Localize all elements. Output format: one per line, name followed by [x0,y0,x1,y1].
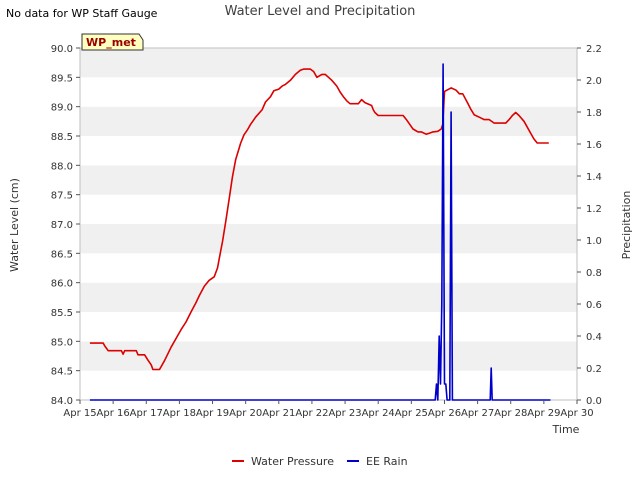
y-left-tick-label: 87.5 [51,191,73,202]
x-tick-label: Apr 23 [328,408,361,419]
y-right-tick-label: 0.4 [586,332,602,343]
legend-label: Water Pressure [251,455,334,468]
x-tick-label: Apr 20 [229,408,262,419]
x-tick-label: Apr 18 [163,408,196,419]
legend-label: EE Rain [366,455,408,468]
y-left-tick-label: 86.5 [51,249,73,260]
y-right-tick-label: 1.2 [586,204,602,215]
y-right-tick-label: 2.2 [586,44,602,55]
grid-band [80,370,577,400]
y-right-tick-label: 1.4 [586,172,602,183]
y-left-tick-label: 86.0 [51,279,73,290]
x-tick-label: Apr 28 [494,408,527,419]
station-badge: WP_met [81,33,144,51]
x-tick-label: Apr 16 [97,408,130,419]
x-tick-label: Apr 26 [428,408,461,419]
grid-band [80,253,577,283]
y-left-tick-label: 84.0 [51,396,73,407]
chart-title: Water Level and Precipitation [225,4,416,19]
grid-band [80,77,577,107]
grid-band [80,341,577,371]
x-tick-label: Apr 22 [295,408,328,419]
y-right-tick-label: 1.6 [586,140,602,151]
grid-band [80,165,577,195]
y-right-tick-label: 0.8 [586,268,602,279]
y-axis-right-label: Precipitation [620,191,633,260]
x-axis-label: Time [552,423,580,436]
grid-band [80,106,577,136]
y-right-tick-label: 0.0 [586,396,602,407]
y-left-tick-label: 89.0 [51,103,73,114]
y-right-tick-label: 0.6 [586,300,602,311]
x-tick-label: Apr 25 [395,408,428,419]
grid-bands [80,48,577,400]
y-left-tick-label: 85.5 [51,308,73,319]
x-tick-label: Apr 19 [196,408,229,419]
grid-band [80,48,577,78]
x-tick-label: Apr 15 [63,408,96,419]
badge-text: WP_met [86,36,136,49]
y-right-tick-label: 1.0 [586,236,602,247]
y-right-tick-label: 0.2 [586,364,602,375]
x-tick-label: Apr 24 [362,408,395,419]
grid-band [80,194,577,224]
y-left-tick-label: 88.5 [51,132,73,143]
x-tick-label: Apr 21 [262,408,295,419]
grid-band [80,136,577,166]
no-data-note: No data for WP Staff Gauge [6,7,158,20]
y-left-tick-label: 84.5 [51,367,73,378]
y-left-tick-label: 89.5 [51,73,73,84]
x-tick-label: Apr 29 [527,408,560,419]
y-left-tick-label: 87.0 [51,220,73,231]
y-axis-left-label: Water Level (cm) [8,178,21,272]
grid-band [80,312,577,342]
series-line-ee-rain [89,63,551,401]
x-tick-label: Apr 27 [461,408,494,419]
legend: Water Pressure EE Rain [232,455,408,468]
x-tick-label: Apr 30 [560,408,593,419]
y-left-tick-label: 85.0 [51,337,73,348]
grid-band [80,224,577,254]
series-lines [89,63,551,401]
y-right-tick-label: 1.8 [586,108,602,119]
y-left-tick-label: 88.0 [51,161,73,172]
y-left-tick-label: 90.0 [51,44,73,55]
badge-box [81,33,144,51]
series-line-water-pressure [89,68,549,371]
axes: 84.0 84.5 85.0 85.5 86.0 86.5 87.0 87.5 88.0 88.5… [51,44,602,419]
y-right-tick-label: 2.0 [586,76,602,87]
x-tick-label: Apr 17 [130,408,163,419]
grid-band [80,282,577,312]
